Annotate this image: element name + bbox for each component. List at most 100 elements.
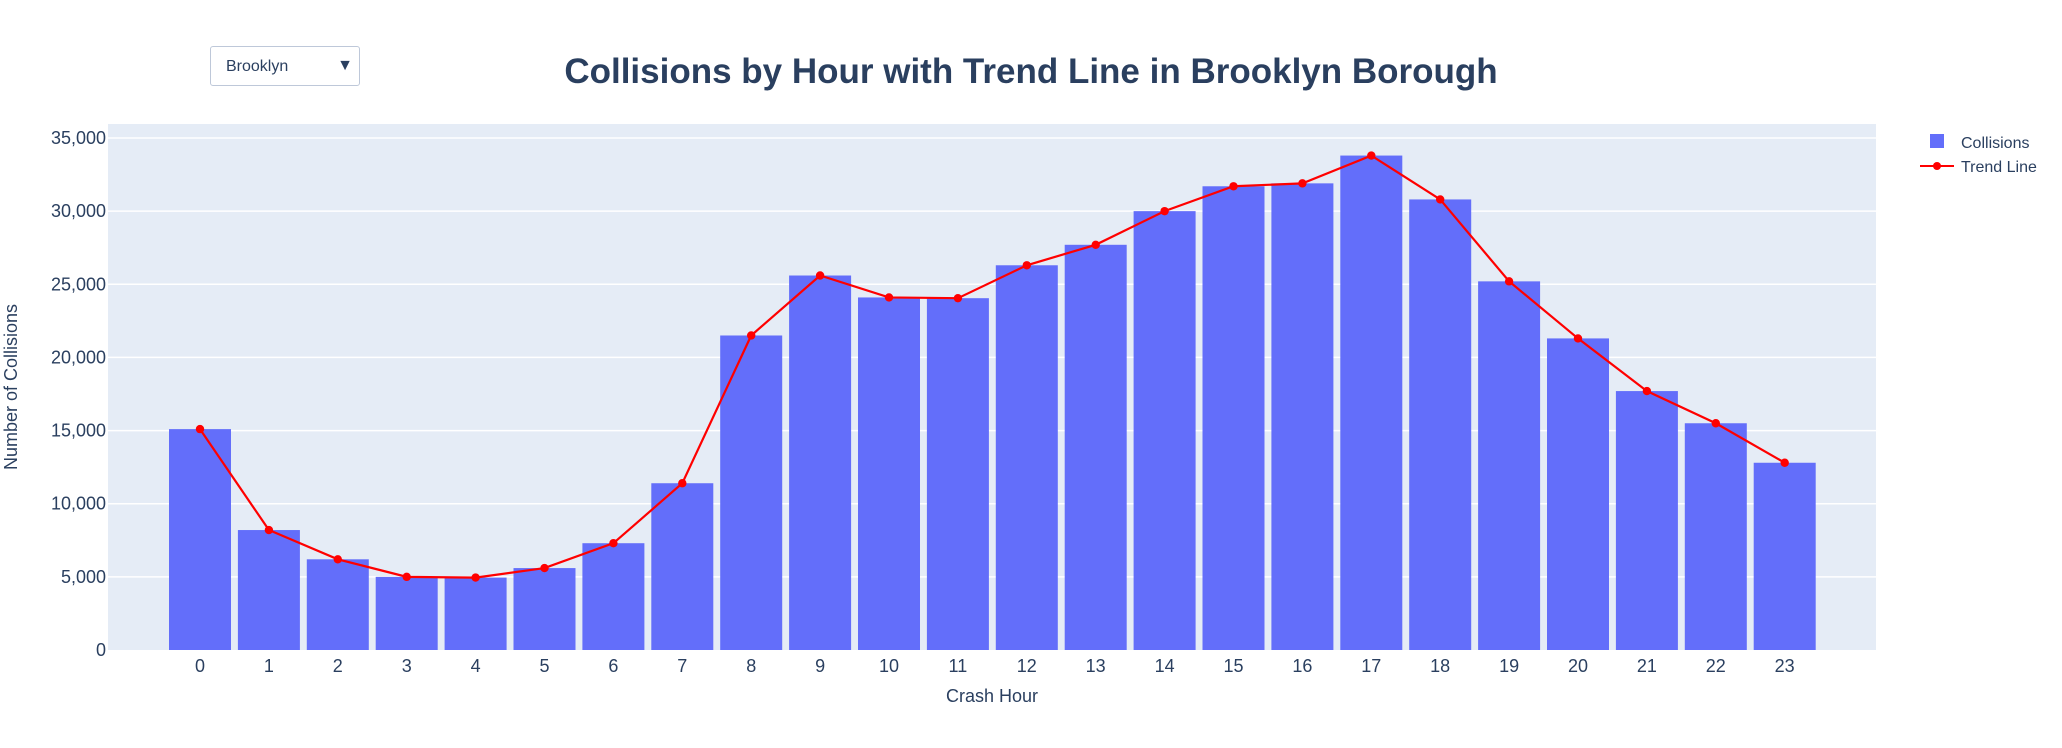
triangle-down-icon: ▼ xyxy=(337,57,353,74)
bar xyxy=(169,429,231,650)
bar xyxy=(1271,183,1334,650)
trend-point xyxy=(333,555,342,564)
bar xyxy=(926,298,989,650)
trend-point xyxy=(815,271,825,280)
trend-point xyxy=(747,331,756,340)
trend-point xyxy=(402,572,411,582)
legend: Collisions Trend Line xyxy=(1920,134,2037,176)
x-tick-labels: 0 1 2 3 4 5 6 7 8 9 10 11 12 13 14 15 16 17 18 19 20 21 22 23 xyxy=(195,656,1795,676)
bar xyxy=(1202,186,1265,650)
y-tick-label: 30,000 xyxy=(51,201,106,221)
trend-point xyxy=(1022,261,1031,270)
plot-area xyxy=(108,124,1876,650)
trend-point xyxy=(1091,240,1100,249)
bar xyxy=(582,543,645,650)
bar xyxy=(513,568,576,650)
y-tick-label: 20,000 xyxy=(51,347,106,367)
trend-point xyxy=(264,525,274,535)
trend-line-group xyxy=(195,151,1789,582)
trend-line xyxy=(199,154,1786,579)
trend-point xyxy=(609,539,618,548)
trend-point xyxy=(195,424,205,434)
trend-point xyxy=(953,293,963,303)
y-axis-label: Number of Collisions xyxy=(1,304,21,470)
legend-swatch-collisions xyxy=(1930,134,1944,148)
x-tick-label: 16 xyxy=(1292,656,1312,676)
bar xyxy=(1684,423,1747,650)
x-tick-label: 1 xyxy=(264,656,274,676)
x-axis-label: Crash Hour xyxy=(946,686,1038,706)
x-tick-label: 9 xyxy=(815,656,825,676)
trend-point xyxy=(678,479,687,488)
bar xyxy=(858,297,920,650)
y-tick-label: 25,000 xyxy=(51,274,106,294)
x-tick-label: 0 xyxy=(195,656,205,676)
trend-point xyxy=(884,293,894,302)
legend-label-collisions: Collisions xyxy=(1961,135,2029,152)
bar xyxy=(444,577,507,650)
x-tick-label: 3 xyxy=(402,656,412,676)
x-tick-label: 8 xyxy=(746,656,756,676)
bar xyxy=(306,559,369,650)
legend-marker-trend-line xyxy=(1933,162,1941,170)
trend-point xyxy=(1504,277,1514,286)
bar xyxy=(1064,244,1127,650)
y-tick-labels: 0 5,000 10,000 15,000 20,000 25,000 30,000 35,0… xyxy=(51,128,106,660)
x-tick-label: 7 xyxy=(677,656,687,676)
y-tick-label: 35,000 xyxy=(51,128,106,148)
bar xyxy=(375,576,438,650)
bar xyxy=(651,483,714,650)
bar xyxy=(995,265,1058,650)
y-tick-label: 0 xyxy=(96,640,106,660)
trend-point xyxy=(1780,458,1789,467)
trend-point xyxy=(1298,179,1307,188)
bar xyxy=(1615,391,1678,650)
chart-title: Collisions by Hour with Trend Line in Br… xyxy=(564,52,1497,91)
x-tick-label: 18 xyxy=(1430,656,1450,676)
x-tick-label: 15 xyxy=(1223,656,1243,676)
x-tick-label: 23 xyxy=(1775,656,1795,676)
trend-point xyxy=(1367,151,1376,160)
bars xyxy=(169,155,1816,650)
trend-point xyxy=(1436,195,1445,204)
y-tick-label: 15,000 xyxy=(51,421,106,441)
bar xyxy=(1133,211,1196,650)
x-tick-label: 22 xyxy=(1706,656,1726,676)
trend-point xyxy=(1160,206,1169,216)
legend-item-collisions[interactable]: Collisions xyxy=(1930,134,2029,152)
trend-point xyxy=(1229,182,1238,191)
trend-point xyxy=(1711,419,1721,428)
y-tick-label: 10,000 xyxy=(51,494,106,514)
bar xyxy=(1478,281,1541,650)
bar xyxy=(720,335,783,650)
x-tick-label: 20 xyxy=(1568,656,1588,676)
x-tick-label: 21 xyxy=(1637,656,1657,676)
trend-point xyxy=(540,563,549,573)
x-tick-label: 12 xyxy=(1017,656,1037,676)
x-tick-label: 2 xyxy=(333,656,343,676)
x-tick-label: 6 xyxy=(608,656,618,676)
x-tick-label: 19 xyxy=(1499,656,1519,676)
x-tick-label: 13 xyxy=(1086,656,1106,676)
legend-item-trend-line[interactable]: Trend Line xyxy=(1920,159,2037,176)
x-tick-label: 11 xyxy=(949,656,968,676)
x-tick-label: 5 xyxy=(539,656,549,676)
trend-point xyxy=(1642,386,1652,396)
trend-point xyxy=(1573,334,1583,343)
bar xyxy=(237,530,300,650)
bar xyxy=(1409,199,1472,650)
bar xyxy=(1340,155,1403,650)
trend-point xyxy=(471,573,480,582)
borough-dropdown[interactable]: Brooklyn ▼ xyxy=(210,46,360,86)
x-tick-label: 10 xyxy=(879,656,899,676)
bar xyxy=(1753,462,1816,650)
bar xyxy=(789,275,852,650)
x-tick-label: 14 xyxy=(1155,656,1175,676)
legend-label-trend-line: Trend Line xyxy=(1961,159,2037,176)
y-tick-label: 5,000 xyxy=(61,567,106,587)
x-tick-label: 17 xyxy=(1361,656,1381,676)
x-tick-label: 4 xyxy=(471,656,481,676)
borough-dropdown-selected: Brooklyn xyxy=(226,58,289,75)
bar xyxy=(1547,338,1609,650)
